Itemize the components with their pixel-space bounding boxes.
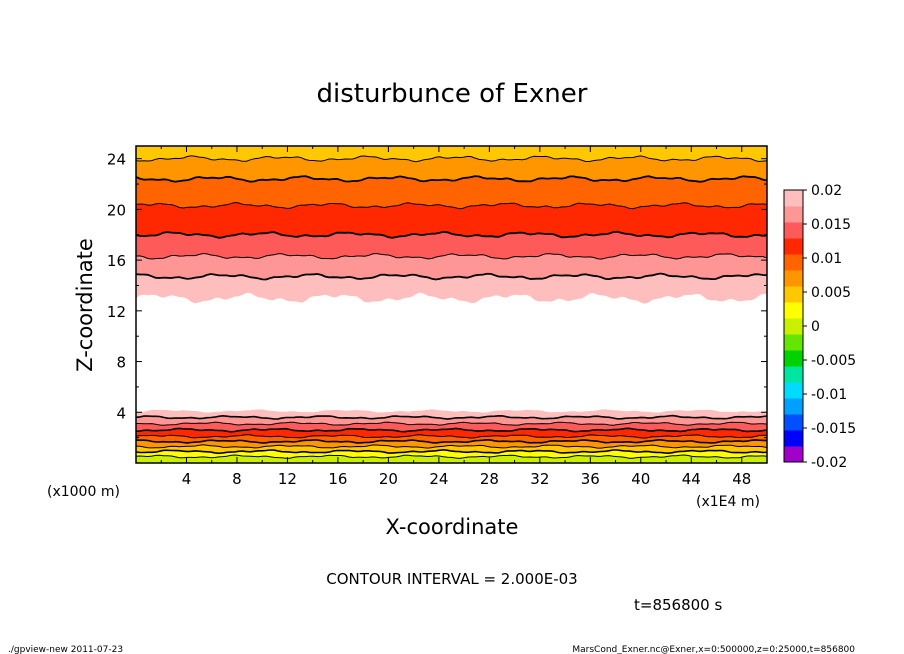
contour-bottom-8 [136, 454, 767, 459]
contour-top-5 [136, 175, 767, 183]
y-tick-label: 16 [107, 252, 126, 270]
colorbar-swatch [784, 414, 803, 431]
x-unit-label: (x1E4 m) [696, 494, 760, 510]
plot-area [135, 145, 768, 464]
colorbar-swatch [784, 318, 803, 335]
contour-bottom-6 [136, 444, 767, 449]
x-tick-label: 28 [480, 470, 499, 488]
x-tick-label: 20 [379, 470, 398, 488]
contour-top-3 [136, 230, 767, 239]
y-axis-label: Z-coordinate [73, 238, 97, 372]
y-axis-ticks: 4 8 12 16 20 24 [107, 151, 767, 439]
colorbar-label: 0 [811, 319, 820, 335]
y-tick-label: 8 [116, 354, 126, 372]
colorbar-swatch [784, 446, 803, 463]
contour-bottom-4 [136, 434, 767, 439]
x-tick-label: 24 [429, 470, 448, 488]
x-tick-label: 48 [732, 470, 751, 488]
colorbar-swatch [784, 238, 803, 255]
footer-left: ./gpview-new 2011-07-23 [8, 645, 123, 654]
x-tick-label: 12 [278, 470, 297, 488]
colorbar-swatch [784, 366, 803, 383]
colorbar-swatch [784, 334, 803, 351]
y-tick-label: 4 [116, 404, 126, 422]
x-tick-label: 32 [530, 470, 549, 488]
colorbar-label: 0.005 [811, 285, 851, 301]
contour-bottom-7 [136, 448, 767, 455]
colorbar-swatch [784, 206, 803, 223]
band-top-6 [136, 146, 767, 162]
band-bottom-8 [136, 455, 767, 463]
colorbar-label: -0.015 [811, 421, 856, 437]
colorbar-label: 0.015 [811, 217, 851, 233]
x-tick-label: 36 [581, 470, 600, 488]
colorbar-swatch [784, 430, 803, 447]
contour-bottom-3 [136, 427, 767, 433]
colorbar-swatch [784, 190, 803, 207]
bands-top [136, 146, 767, 304]
colorbar-swatch [784, 270, 803, 287]
x-tick-label: 16 [328, 470, 347, 488]
contour-bottom-2 [136, 421, 767, 426]
contour-lines [136, 155, 767, 459]
contour-bottom-5 [136, 438, 767, 444]
time-label: t=856800 s [634, 596, 722, 614]
contour-top-2 [136, 252, 767, 260]
contour-top-6 [136, 155, 767, 163]
colorbar-swatch [784, 382, 803, 399]
colorbar-label: 0.01 [811, 251, 842, 267]
footer-right: MarsCond_Exner.nc@Exner,x=0:500000,z=0:2… [572, 645, 855, 654]
contour-top-1 [136, 272, 767, 281]
colorbar-swatch [784, 222, 803, 239]
contour-interval-text: CONTOUR INTERVAL = 2.000E-03 [326, 570, 577, 588]
y-tick-label: 20 [107, 201, 126, 219]
contour-bottom-1 [136, 414, 767, 420]
y-tick-label: 12 [107, 303, 126, 321]
contour-top-4 [136, 201, 767, 210]
x-tick-label: 8 [232, 470, 242, 488]
x-axis-label: X-coordinate [386, 515, 519, 539]
x-tick-label: 40 [631, 470, 650, 488]
x-axis-ticks: 4 8 12 16 20 24 28 32 36 40 44 48 [160, 146, 751, 488]
colorbar-swatch [784, 398, 803, 415]
colorbar-label: -0.005 [811, 353, 856, 369]
colorbar-labels: 0.02 0.015 0.01 0.005 0 -0.005 -0.01 -0.015 -0.0… [803, 183, 856, 471]
colorbar-swatch [784, 286, 803, 303]
x-tick-label: 4 [182, 470, 192, 488]
colorbar-swatch [784, 302, 803, 319]
bands-bottom [136, 409, 767, 463]
x-tick-label: 44 [682, 470, 701, 488]
colorbar-label: -0.01 [811, 387, 847, 403]
y-unit-label: (x1000 m) [47, 484, 120, 500]
colorbar-label: -0.02 [811, 455, 847, 471]
colorbar-swatch [784, 254, 803, 271]
y-tick-label: 24 [107, 151, 126, 169]
colorbar-swatch [784, 350, 803, 367]
chart-title: disturbunce of Exner [317, 79, 588, 109]
colorbar-label: 0.02 [811, 183, 842, 199]
colorbar [783, 189, 804, 463]
plot-frame [135, 145, 768, 464]
